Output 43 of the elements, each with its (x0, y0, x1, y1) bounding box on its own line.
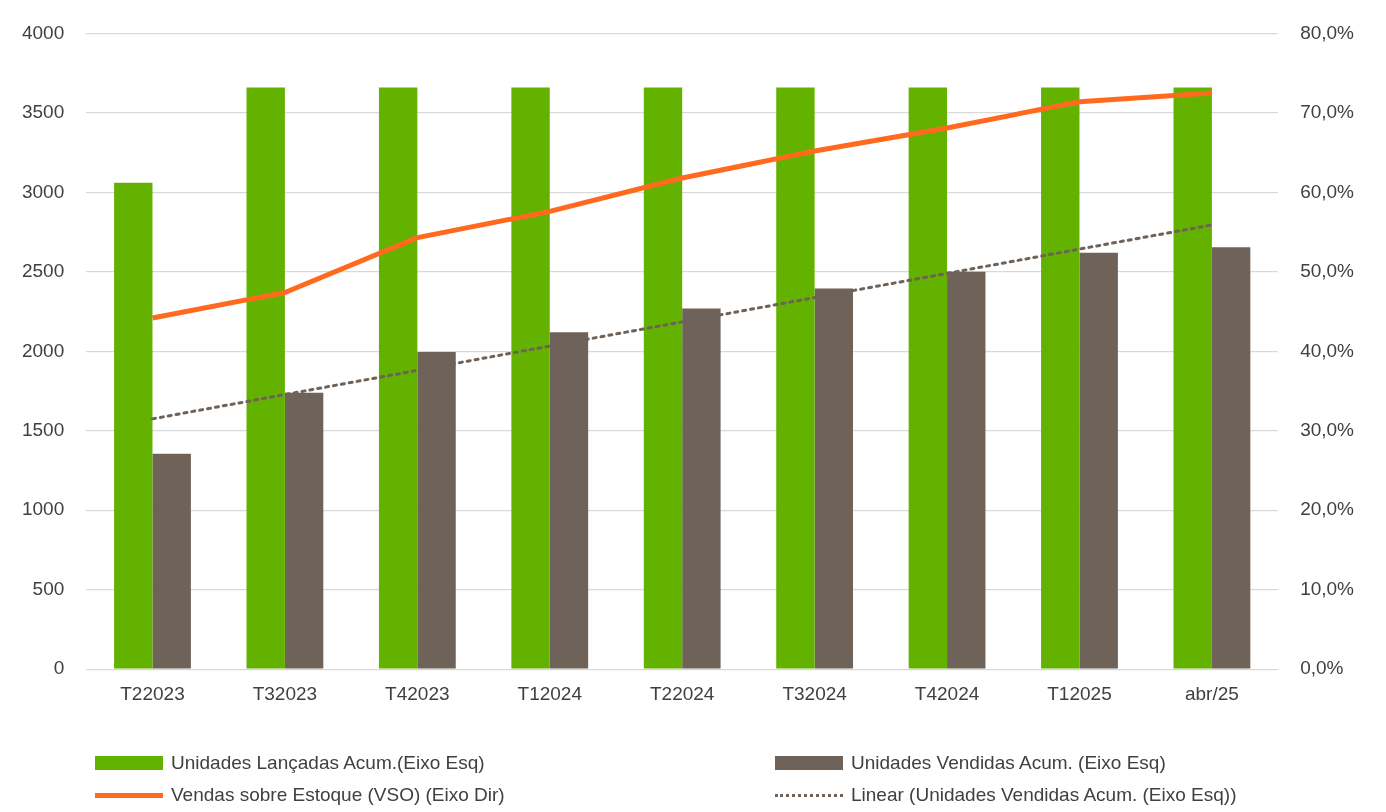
bar (776, 87, 815, 669)
x-tick-label: T22024 (649, 682, 715, 704)
y-tick-label: 1500 (21, 419, 65, 441)
y2-tick-label: 40,0% (1300, 339, 1355, 361)
y2-tick-label: 0,0% (1300, 657, 1344, 679)
bar (152, 453, 191, 669)
legend-label: Unidades Vendidas Acum. (Eixo Esq) (851, 752, 1166, 774)
y-tick-label: 2000 (21, 339, 65, 361)
bar (643, 87, 683, 669)
bar (511, 87, 550, 669)
bar (1211, 247, 1251, 669)
y-tick-label: 3500 (21, 101, 65, 123)
legend-label: Linear (Unidades Vendidas Acum. (Eixo Esq)) (851, 784, 1237, 806)
x-tick-label: abr/25 (1184, 682, 1239, 704)
bar (1173, 87, 1212, 669)
x-tick-label: T32023 (252, 682, 318, 704)
x-tick-label: T42023 (385, 682, 450, 704)
bar (246, 87, 285, 669)
bar (1041, 87, 1080, 669)
legend-label: Unidades Lançadas Acum.(Eixo Esq) (171, 752, 485, 774)
y2-tick-label: 20,0% (1300, 498, 1355, 520)
y2-tick-label: 80,0% (1300, 21, 1355, 43)
y-tick-label: 0 (53, 657, 65, 679)
y-tick-label: 2500 (21, 260, 65, 282)
y-tick-label: 4000 (21, 21, 65, 43)
x-tick-label: T12024 (517, 682, 583, 704)
bar (114, 182, 153, 669)
y-tick-label: 500 (32, 577, 65, 599)
y2-tick-label: 50,0% (1300, 260, 1355, 282)
y-tick-label: 3000 (21, 180, 65, 202)
x-tick-label: T42024 (914, 682, 980, 704)
x-tick-label: T22023 (120, 682, 185, 704)
y2-tick-label: 10,0% (1300, 577, 1355, 599)
x-tick-label: T32024 (782, 682, 848, 704)
y2-tick-label: 70,0% (1300, 101, 1355, 123)
bar (378, 87, 418, 669)
x-tick-label: T12025 (1047, 682, 1112, 704)
y2-tick-label: 30,0% (1300, 419, 1355, 441)
legend-label: Vendas sobre Estoque (VSO) (Eixo Dir) (171, 784, 505, 806)
bar (1079, 252, 1118, 669)
y-tick-label: 1000 (21, 498, 65, 520)
bar (908, 87, 948, 669)
y2-tick-label: 60,0% (1300, 180, 1355, 202)
